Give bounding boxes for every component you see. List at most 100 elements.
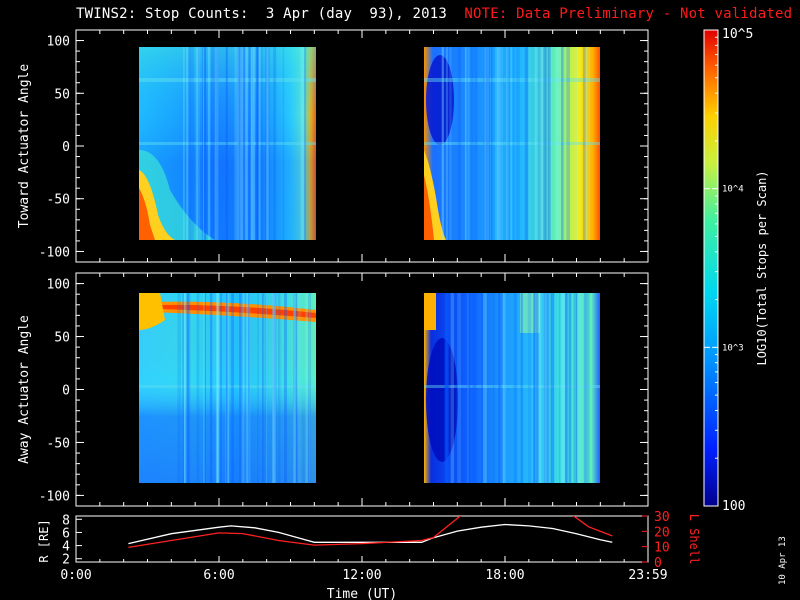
heatmap-streak — [533, 293, 535, 483]
heatmap-streak — [501, 47, 503, 240]
toward-heatmap-right — [424, 47, 600, 240]
heatmap-streak — [541, 47, 544, 240]
y-right-tick-label: 20 — [654, 525, 670, 540]
heatmap-streak — [225, 293, 228, 483]
y-tick-label: -50 — [47, 436, 70, 451]
heatmap-streak — [537, 47, 542, 240]
heatmap-streak — [197, 47, 200, 240]
heatmap-streak — [186, 47, 189, 240]
heatmap-axes-away: 100 50 0 -50 -100 Away Actuator Angle — [17, 272, 649, 507]
heatmap-streak — [241, 293, 245, 483]
heatmap-streak — [273, 47, 277, 240]
heatmap-streak — [547, 47, 550, 240]
heatmap-streak — [499, 293, 501, 483]
heatmap-streak — [250, 47, 255, 240]
heatmap-streak — [450, 293, 455, 483]
heatmap-streak — [237, 47, 240, 240]
heatmap-streak — [196, 293, 200, 483]
y-tick-label: -100 — [39, 489, 70, 504]
heatmap-streak — [538, 293, 542, 483]
heatmap-streak — [495, 47, 498, 240]
y-right-tick-label: 30 — [654, 510, 670, 525]
y-tick-label: 0 — [62, 384, 70, 399]
heatmap-streak — [528, 47, 532, 240]
heatmap-streak — [483, 47, 485, 240]
heatmap-streak — [534, 293, 536, 483]
ephemeris-frame — [75, 515, 649, 563]
heatmap-streak — [544, 293, 548, 483]
heatmap-streak — [300, 47, 305, 240]
heatmap-streak — [182, 293, 184, 483]
heatmap-streak — [554, 47, 559, 240]
heatmap-streak — [207, 47, 211, 240]
heatmap-streak — [226, 293, 229, 483]
heatmap-streak — [177, 293, 181, 483]
colorbar-ticks: 10^5 10^4 10^3 100 — [704, 27, 753, 514]
heatmap-streak — [245, 293, 247, 483]
heatmap-streak — [583, 293, 587, 483]
heatmap-streak — [237, 47, 241, 240]
heatmap-streak — [582, 47, 586, 240]
heatmap-streak — [561, 47, 564, 240]
away-panel — [139, 293, 600, 483]
heatmap-streak — [444, 293, 449, 483]
heatmap-streak — [503, 293, 505, 483]
heatmap-streak — [183, 47, 185, 240]
heatmap-streak — [265, 293, 268, 483]
heatmap-streak — [497, 47, 501, 240]
heatmap-streak — [574, 47, 577, 240]
heatmap-streak — [535, 47, 539, 240]
heatmap-streak — [261, 293, 264, 483]
heatmap-streak — [520, 293, 523, 483]
heatmap-streak — [298, 293, 300, 483]
ephemeris-lines — [128, 516, 613, 549]
y-right-label: L Shell — [687, 514, 701, 565]
heatmap-streak — [575, 293, 578, 483]
ephemeris-series-0 — [128, 523, 613, 545]
heatmap-streak — [465, 47, 470, 240]
heatmap-streak — [444, 293, 449, 483]
y-tick-label: 0 — [62, 140, 70, 155]
heatmap-streak — [231, 293, 234, 483]
heatmap-streak — [257, 293, 259, 483]
y-tick-label: 6 — [62, 526, 70, 541]
heatmap-streak — [204, 47, 207, 240]
heatmap-streak — [516, 47, 520, 240]
heatmap-streak — [225, 47, 228, 240]
heatmap-axes-toward: 100 50 0 -50 -100 Toward Actuator Angle — [17, 29, 649, 263]
heatmap-streak — [251, 47, 254, 240]
heatmap-streak — [249, 47, 254, 240]
heatmap-streak — [265, 293, 267, 483]
heatmap-streak — [481, 293, 483, 483]
heatmap-streak — [209, 293, 213, 483]
heatmap-streak — [545, 293, 549, 483]
heatmap-streak — [446, 47, 448, 240]
heatmap-streak — [211, 47, 215, 240]
heatmap-streak — [544, 47, 547, 240]
heatmap-streak — [272, 293, 275, 483]
heatmap-streak — [474, 47, 478, 240]
heatmap-streak — [202, 47, 207, 240]
heatmap-streak — [566, 47, 570, 240]
heatmap-streak — [445, 293, 450, 483]
heatmap-streak — [500, 293, 502, 483]
heatmap-streak — [256, 47, 259, 240]
heatmap-streak — [265, 47, 267, 240]
heatmap-streak — [242, 47, 245, 240]
heatmap-streak — [243, 47, 247, 240]
x-tick-label: 18:00 — [485, 568, 524, 583]
heatmap-streak — [467, 293, 469, 483]
heatmap-streak — [237, 47, 241, 240]
heatmap-streak — [568, 293, 572, 483]
heatmap-streak — [219, 293, 223, 483]
heatmap-streak — [586, 293, 590, 483]
ephemeris-series-1 — [128, 516, 462, 549]
heatmap-streak — [305, 293, 309, 483]
heatmap-streak — [585, 47, 589, 240]
y-right-tick-label: 0 — [654, 556, 662, 571]
heatmap-streak — [246, 293, 251, 483]
heatmap-streak — [500, 293, 503, 483]
heatmap-streak — [265, 47, 270, 240]
